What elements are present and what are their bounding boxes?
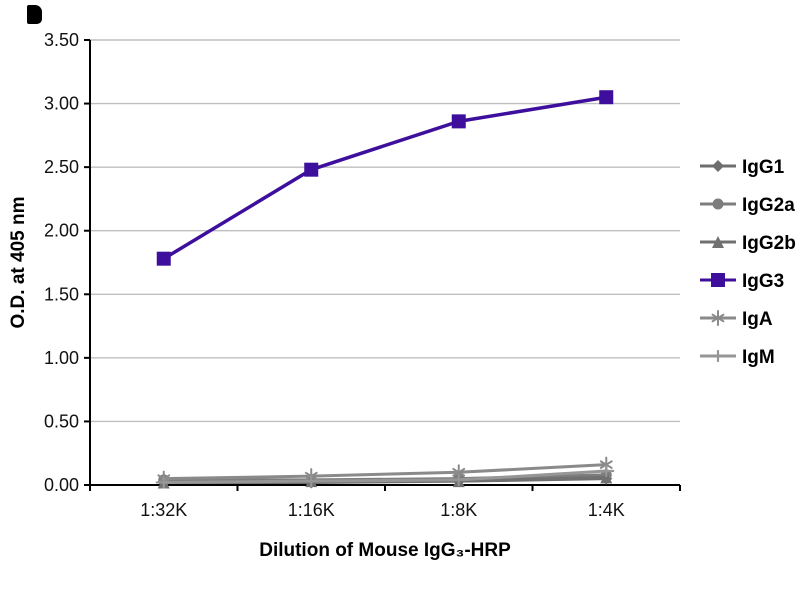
legend-marker-IgG3 [711,273,725,287]
legend-label: IgG3 [742,271,784,292]
asterisk-spoke [452,467,466,477]
x-tick-label: 1:4K [588,500,625,520]
y-axis-title: O.D. at 405 nm [8,197,29,329]
asterisk-spoke [711,313,725,323]
x-tick-label: 1:32K [140,500,187,520]
marker-IgG3-1 [304,162,319,177]
asterisk-spoke [599,460,613,469]
legend-label: IgG1 [742,157,785,178]
y-tick-label: 3.50 [44,30,79,50]
marker-IgM-3 [598,464,615,478]
y-tick-label: 3.00 [44,94,79,114]
marker-IgM-0 [155,476,172,489]
marker-IgM-2 [450,473,467,487]
legend-item-IgG2b: IgG2b [700,233,796,254]
legend-item-IgG3: IgG3 [700,271,784,292]
marker-IgG3-3 [599,90,614,105]
y-tick-label: 2.00 [44,221,79,241]
y-tick-label: 0.50 [44,411,79,431]
legend-item-IgA: IgA [700,309,773,330]
y-tick-label: 0.00 [44,475,79,495]
x-axis-title: Dilution of Mouse IgG₃-HRP [259,540,511,561]
legend-marker-IgG1 [712,160,724,172]
legend-marker-IgG2b [712,236,724,248]
legend-label: IgA [742,309,773,330]
legend-label: IgG2b [742,233,796,254]
legend-item-IgG2a: IgG2a [700,195,795,216]
x-tick-label: 1:16K [288,500,335,520]
marker-IgM-1 [303,475,320,488]
corner-artifact-mark [27,5,42,24]
marker-IgG2b-3 [600,471,613,484]
legend-marker-IgG2a [712,198,724,210]
y-tick-label: 1.00 [44,348,79,368]
legend-item-IgG1: IgG1 [700,157,785,178]
legend-marker-IgM [709,349,727,363]
legend-label: IgG2a [742,195,795,216]
y-tick-label: 2.50 [44,157,79,177]
legend-marker-IgA [711,310,725,326]
series-line-IgM [162,469,608,484]
series-line-IgG3 [162,95,608,261]
marker-IgG3-2 [451,114,466,129]
marker-IgG3-0 [156,251,171,266]
x-tick-label: 1:8K [440,500,477,520]
series-line-IgA [162,463,608,481]
legend-item-IgM: IgM [700,347,775,368]
legend-label: IgM [742,347,775,368]
y-tick-label: 1.50 [44,284,79,304]
